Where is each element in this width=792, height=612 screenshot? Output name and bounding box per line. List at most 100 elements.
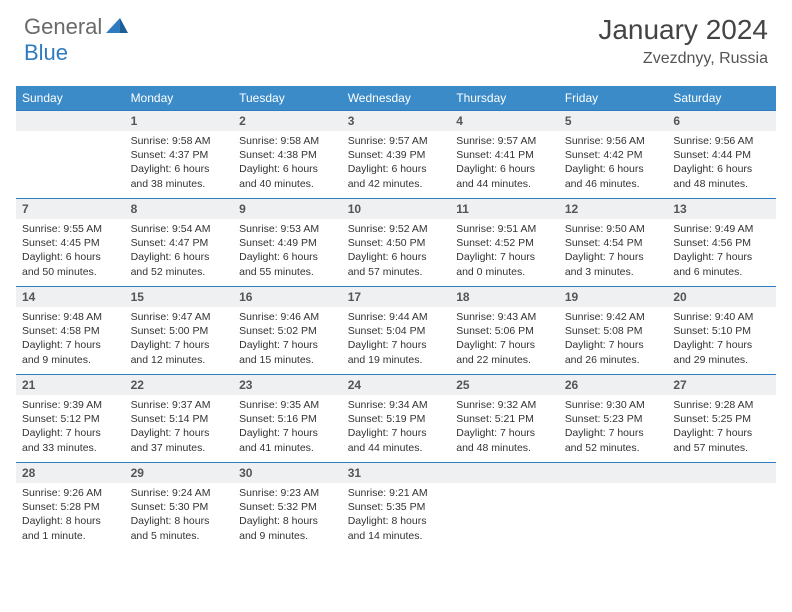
day-number	[16, 111, 125, 131]
brand-logo: General	[24, 14, 130, 40]
day-number	[667, 463, 776, 483]
day-detail: Sunrise: 9:54 AMSunset: 4:47 PMDaylight:…	[125, 219, 234, 284]
day-number: 5	[559, 111, 668, 131]
calendar-cell: 14Sunrise: 9:48 AMSunset: 4:58 PMDayligh…	[16, 287, 125, 375]
day-number: 18	[450, 287, 559, 307]
day-detail: Sunrise: 9:55 AMSunset: 4:45 PMDaylight:…	[16, 219, 125, 284]
calendar-row: 28Sunrise: 9:26 AMSunset: 5:28 PMDayligh…	[16, 463, 776, 551]
day-detail: Sunrise: 9:26 AMSunset: 5:28 PMDaylight:…	[16, 483, 125, 548]
day-detail: Sunrise: 9:51 AMSunset: 4:52 PMDaylight:…	[450, 219, 559, 284]
location-label: Zvezdnyy, Russia	[598, 50, 768, 68]
weekday-header: Friday	[559, 86, 668, 111]
day-number: 27	[667, 375, 776, 395]
day-number: 23	[233, 375, 342, 395]
day-detail: Sunrise: 9:34 AMSunset: 5:19 PMDaylight:…	[342, 395, 451, 460]
day-detail: Sunrise: 9:39 AMSunset: 5:12 PMDaylight:…	[16, 395, 125, 460]
calendar-cell: 31Sunrise: 9:21 AMSunset: 5:35 PMDayligh…	[342, 463, 451, 551]
calendar-cell: 7Sunrise: 9:55 AMSunset: 4:45 PMDaylight…	[16, 199, 125, 287]
day-number: 19	[559, 287, 668, 307]
day-detail: Sunrise: 9:58 AMSunset: 4:38 PMDaylight:…	[233, 131, 342, 196]
logo-word-blue: Blue	[24, 40, 68, 65]
calendar-cell: 17Sunrise: 9:44 AMSunset: 5:04 PMDayligh…	[342, 287, 451, 375]
calendar-table: SundayMondayTuesdayWednesdayThursdayFrid…	[16, 86, 776, 551]
day-number: 25	[450, 375, 559, 395]
calendar-cell: 13Sunrise: 9:49 AMSunset: 4:56 PMDayligh…	[667, 199, 776, 287]
day-detail: Sunrise: 9:21 AMSunset: 5:35 PMDaylight:…	[342, 483, 451, 548]
day-number: 1	[125, 111, 234, 131]
day-detail: Sunrise: 9:23 AMSunset: 5:32 PMDaylight:…	[233, 483, 342, 548]
logo-word-general: General	[24, 14, 102, 40]
day-detail: Sunrise: 9:57 AMSunset: 4:41 PMDaylight:…	[450, 131, 559, 196]
logo-triangle-icon	[106, 15, 128, 40]
day-detail: Sunrise: 9:57 AMSunset: 4:39 PMDaylight:…	[342, 131, 451, 196]
day-detail: Sunrise: 9:32 AMSunset: 5:21 PMDaylight:…	[450, 395, 559, 460]
day-detail: Sunrise: 9:40 AMSunset: 5:10 PMDaylight:…	[667, 307, 776, 372]
day-detail: Sunrise: 9:56 AMSunset: 4:44 PMDaylight:…	[667, 131, 776, 196]
calendar-cell: 29Sunrise: 9:24 AMSunset: 5:30 PMDayligh…	[125, 463, 234, 551]
day-number: 7	[16, 199, 125, 219]
calendar-row: 7Sunrise: 9:55 AMSunset: 4:45 PMDaylight…	[16, 199, 776, 287]
day-detail: Sunrise: 9:37 AMSunset: 5:14 PMDaylight:…	[125, 395, 234, 460]
day-number: 11	[450, 199, 559, 219]
calendar-cell	[559, 463, 668, 551]
day-detail: Sunrise: 9:47 AMSunset: 5:00 PMDaylight:…	[125, 307, 234, 372]
calendar-cell: 10Sunrise: 9:52 AMSunset: 4:50 PMDayligh…	[342, 199, 451, 287]
day-number: 29	[125, 463, 234, 483]
calendar-cell: 19Sunrise: 9:42 AMSunset: 5:08 PMDayligh…	[559, 287, 668, 375]
month-title: January 2024	[598, 14, 768, 46]
calendar-cell: 21Sunrise: 9:39 AMSunset: 5:12 PMDayligh…	[16, 375, 125, 463]
day-number: 15	[125, 287, 234, 307]
calendar-cell: 11Sunrise: 9:51 AMSunset: 4:52 PMDayligh…	[450, 199, 559, 287]
calendar-cell: 5Sunrise: 9:56 AMSunset: 4:42 PMDaylight…	[559, 111, 668, 199]
day-detail: Sunrise: 9:56 AMSunset: 4:42 PMDaylight:…	[559, 131, 668, 196]
day-number: 14	[16, 287, 125, 307]
calendar-cell: 12Sunrise: 9:50 AMSunset: 4:54 PMDayligh…	[559, 199, 668, 287]
day-number: 10	[342, 199, 451, 219]
day-number: 22	[125, 375, 234, 395]
calendar-cell: 24Sunrise: 9:34 AMSunset: 5:19 PMDayligh…	[342, 375, 451, 463]
calendar-cell: 6Sunrise: 9:56 AMSunset: 4:44 PMDaylight…	[667, 111, 776, 199]
weekday-header: Wednesday	[342, 86, 451, 111]
calendar-row: 14Sunrise: 9:48 AMSunset: 4:58 PMDayligh…	[16, 287, 776, 375]
day-number: 13	[667, 199, 776, 219]
day-number: 30	[233, 463, 342, 483]
day-detail: Sunrise: 9:35 AMSunset: 5:16 PMDaylight:…	[233, 395, 342, 460]
day-number: 16	[233, 287, 342, 307]
calendar-cell: 8Sunrise: 9:54 AMSunset: 4:47 PMDaylight…	[125, 199, 234, 287]
calendar-cell: 23Sunrise: 9:35 AMSunset: 5:16 PMDayligh…	[233, 375, 342, 463]
weekday-header: Thursday	[450, 86, 559, 111]
day-detail: Sunrise: 9:52 AMSunset: 4:50 PMDaylight:…	[342, 219, 451, 284]
calendar-cell	[667, 463, 776, 551]
day-number: 8	[125, 199, 234, 219]
day-number: 12	[559, 199, 668, 219]
weekday-header: Tuesday	[233, 86, 342, 111]
calendar-cell: 26Sunrise: 9:30 AMSunset: 5:23 PMDayligh…	[559, 375, 668, 463]
calendar-cell: 18Sunrise: 9:43 AMSunset: 5:06 PMDayligh…	[450, 287, 559, 375]
calendar-cell: 15Sunrise: 9:47 AMSunset: 5:00 PMDayligh…	[125, 287, 234, 375]
day-number: 20	[667, 287, 776, 307]
calendar-cell: 30Sunrise: 9:23 AMSunset: 5:32 PMDayligh…	[233, 463, 342, 551]
calendar-cell: 2Sunrise: 9:58 AMSunset: 4:38 PMDaylight…	[233, 111, 342, 199]
logo-blue-row: Blue	[24, 40, 68, 66]
day-number: 26	[559, 375, 668, 395]
day-number: 4	[450, 111, 559, 131]
calendar-row: 21Sunrise: 9:39 AMSunset: 5:12 PMDayligh…	[16, 375, 776, 463]
title-block: January 2024 Zvezdnyy, Russia	[598, 14, 768, 68]
day-detail: Sunrise: 9:28 AMSunset: 5:25 PMDaylight:…	[667, 395, 776, 460]
calendar-head: SundayMondayTuesdayWednesdayThursdayFrid…	[16, 86, 776, 111]
calendar-cell	[16, 111, 125, 199]
weekday-row: SundayMondayTuesdayWednesdayThursdayFrid…	[16, 86, 776, 111]
calendar-cell: 9Sunrise: 9:53 AMSunset: 4:49 PMDaylight…	[233, 199, 342, 287]
day-number: 28	[16, 463, 125, 483]
day-detail: Sunrise: 9:42 AMSunset: 5:08 PMDaylight:…	[559, 307, 668, 372]
day-detail: Sunrise: 9:44 AMSunset: 5:04 PMDaylight:…	[342, 307, 451, 372]
day-number: 3	[342, 111, 451, 131]
day-number	[450, 463, 559, 483]
day-number: 17	[342, 287, 451, 307]
day-detail: Sunrise: 9:24 AMSunset: 5:30 PMDaylight:…	[125, 483, 234, 548]
calendar-cell: 16Sunrise: 9:46 AMSunset: 5:02 PMDayligh…	[233, 287, 342, 375]
calendar-row: 1Sunrise: 9:58 AMSunset: 4:37 PMDaylight…	[16, 111, 776, 199]
weekday-header: Saturday	[667, 86, 776, 111]
calendar-cell: 4Sunrise: 9:57 AMSunset: 4:41 PMDaylight…	[450, 111, 559, 199]
day-number: 9	[233, 199, 342, 219]
